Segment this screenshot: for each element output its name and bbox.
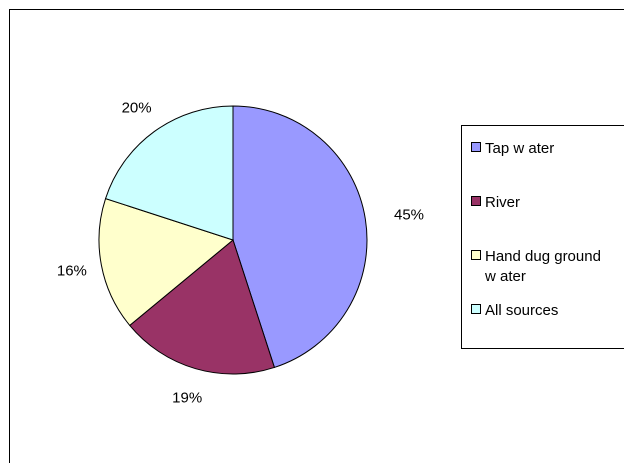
- legend-label-tap-water: Tap w ater: [485, 140, 554, 157]
- data-label-all-sources: 20%: [122, 99, 152, 116]
- data-label-tap-water: 45%: [394, 206, 424, 223]
- legend-swatch-river: [472, 197, 481, 206]
- pie-slices: [99, 106, 367, 374]
- legend-label-hand-dug-ground-water-line2: w ater: [484, 268, 526, 285]
- data-label-hand-dug-ground-water: 16%: [57, 263, 87, 280]
- legend-swatch-all-sources: [472, 305, 481, 314]
- legend-swatch-tap-water: [472, 143, 481, 152]
- legend-label-river: River: [485, 194, 520, 211]
- legend-swatch-hand-dug-ground-water: [472, 251, 481, 260]
- legend: Tap w ater River Hand dug ground w ater All …: [462, 126, 624, 349]
- legend-label-all-sources: All sources: [485, 302, 558, 319]
- legend-label-hand-dug-ground-water: Hand dug ground: [485, 248, 601, 265]
- data-label-river: 19%: [172, 390, 202, 407]
